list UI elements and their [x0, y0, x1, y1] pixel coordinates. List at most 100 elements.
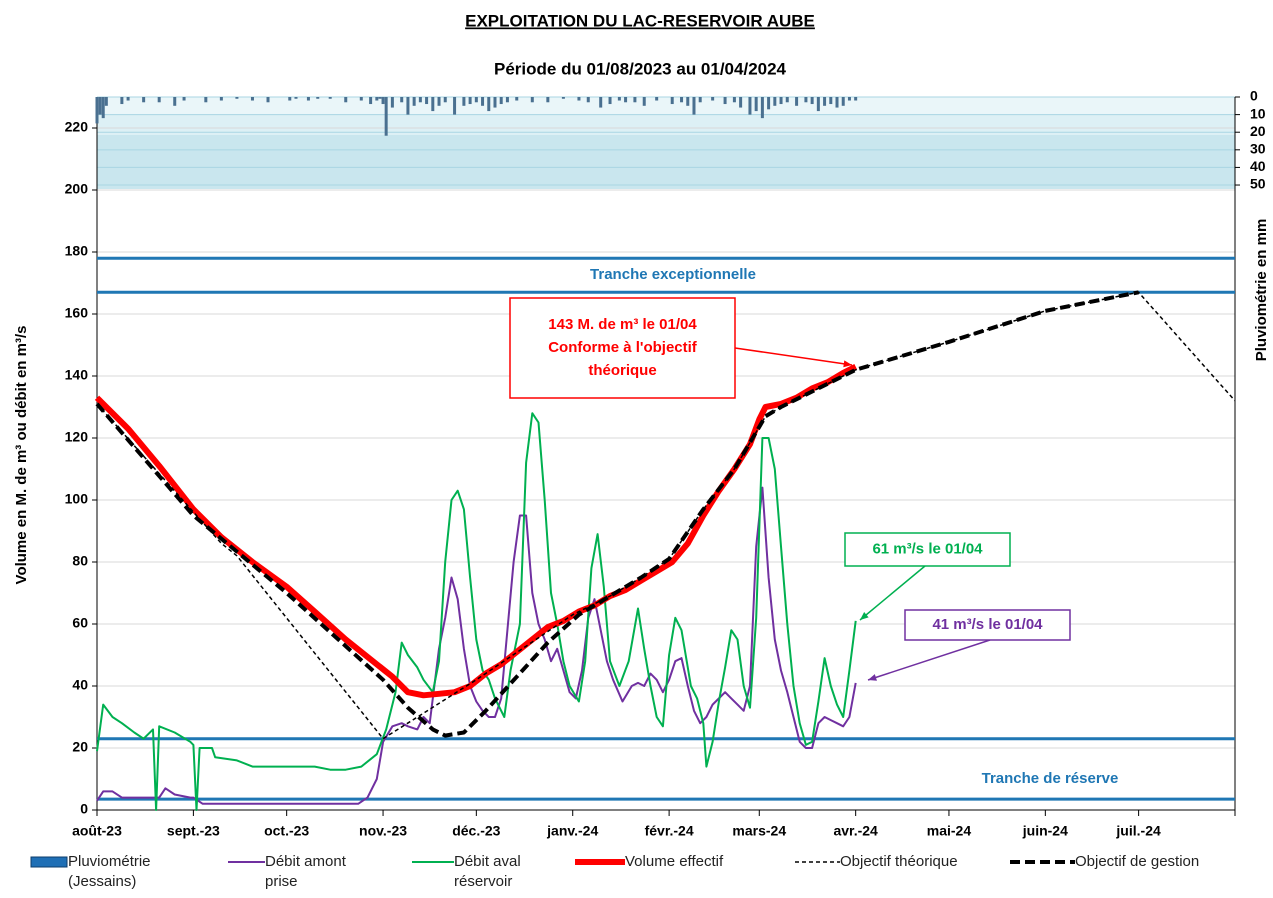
rain-bar	[739, 97, 743, 108]
legend-swatch	[30, 856, 68, 868]
x-tick-label: août-23	[72, 823, 122, 839]
rain-bar	[474, 97, 478, 103]
rain-bar	[142, 97, 146, 103]
rain-bar	[829, 97, 833, 105]
legend-label: Objectif de gestion	[1075, 853, 1200, 870]
rain-bar	[173, 97, 177, 106]
rain-bar	[182, 97, 186, 101]
rain-bar	[316, 97, 320, 99]
rain-bar	[686, 97, 690, 106]
rain-bar	[785, 97, 789, 103]
legend-item: Objectif de gestion	[1010, 852, 1245, 872]
legend-label: Volume effectif	[625, 853, 724, 870]
rain-bar	[546, 97, 550, 103]
rain-bar	[835, 97, 839, 108]
series-line	[94, 364, 858, 699]
annotation-text: théorique	[588, 362, 656, 379]
rain-bar	[126, 97, 130, 101]
rain-bar	[306, 97, 310, 101]
x-tick-label: févr.-24	[645, 823, 694, 839]
legend-item: Objectif théorique	[795, 852, 1000, 872]
chart: EXPLOITATION DU LAC-RESERVOIR AUBE Pério…	[13, 11, 1270, 839]
y2-tick-label: 0	[1250, 88, 1258, 104]
y-tick-label: 0	[80, 801, 88, 817]
y2-tick-label: 10	[1250, 105, 1266, 121]
y-tick-label: 20	[72, 739, 88, 755]
annotation-text: Conforme à l'objectif	[548, 339, 698, 356]
series-line	[96, 412, 857, 811]
rain-bar	[390, 97, 394, 108]
rain-bar	[841, 97, 845, 106]
legend-item: Débit amont prise	[228, 852, 375, 892]
annotation-arrowhead	[843, 360, 852, 368]
rain-bar	[98, 97, 102, 115]
rain-bar	[692, 97, 696, 115]
annotation-arrow	[734, 347, 853, 366]
rain-bar	[530, 97, 534, 103]
rain-bar	[586, 97, 590, 103]
rain-bar	[680, 97, 684, 103]
rain-bar	[95, 97, 99, 124]
rain-bar	[493, 97, 497, 108]
y-tick-label: 100	[65, 491, 89, 507]
x-tick-label: déc.-23	[452, 823, 500, 839]
rain-bar	[369, 97, 373, 105]
rain-bar	[381, 97, 385, 105]
rain-bar	[412, 97, 416, 106]
rain-bar	[344, 97, 348, 103]
band-label: Tranche exceptionnelle	[590, 266, 756, 283]
rain-bar	[754, 97, 758, 112]
x-tick-label: mai-24	[927, 823, 972, 839]
rain-bar	[773, 97, 777, 106]
series-line	[96, 486, 857, 805]
rain-bar	[468, 97, 472, 105]
x-tick-label: mars-24	[732, 823, 786, 839]
x-tick-label: juin-24	[1022, 823, 1068, 839]
y-tick-label: 120	[65, 429, 89, 445]
rain-bar	[499, 97, 503, 105]
rain-bar	[384, 97, 388, 136]
annotation-arrow	[859, 565, 926, 621]
rain-bar	[487, 97, 491, 112]
rain-bar	[120, 97, 124, 105]
rain-bar	[406, 97, 410, 115]
legend-item: Pluviométrie (Jessains)	[30, 852, 178, 892]
x-tick-label: janv.-24	[546, 823, 598, 839]
rain-bar	[698, 97, 702, 103]
rain-bar	[104, 97, 108, 106]
annotation-text: 143 M. de m³ le 01/04	[548, 316, 697, 333]
rain-bar	[655, 97, 659, 101]
rain-bar	[418, 97, 422, 103]
rain-bar	[157, 97, 161, 103]
y-tick-label: 200	[65, 181, 89, 197]
rain-bar	[561, 97, 565, 99]
rain-bar	[294, 97, 298, 99]
y-tick-label: 60	[72, 615, 88, 631]
y-axis-label: Volume en M. de m³ ou débit en m³/s	[13, 326, 30, 585]
y2-tick-label: 20	[1250, 123, 1266, 139]
rain-bar	[854, 97, 858, 101]
annotation-box	[904, 609, 1071, 641]
rain-bar	[288, 97, 292, 101]
rain-bar	[847, 97, 851, 101]
y-tick-label: 140	[65, 367, 89, 383]
y-tick-label: 40	[72, 677, 88, 693]
y-tick-label: 180	[65, 243, 89, 259]
annotation-arrowhead	[868, 674, 877, 681]
y2-tick-label: 50	[1250, 176, 1266, 192]
rain-bar	[748, 97, 752, 115]
annotation-text: 41 m³/s le 01/04	[932, 616, 1043, 633]
rain-bar	[453, 97, 457, 115]
x-tick-label: oct.-23	[264, 823, 309, 839]
annotation-text: 61 m³/s le 01/04	[872, 540, 983, 557]
rain-bar	[378, 97, 382, 99]
y-tick-label: 160	[65, 305, 89, 321]
rain-bar	[732, 97, 736, 103]
rain-bar	[608, 97, 612, 105]
rain-bar	[810, 97, 814, 105]
rain-bar	[266, 97, 270, 103]
rain-bar	[795, 97, 799, 106]
rain-bar	[617, 97, 621, 101]
rain-bar	[670, 97, 674, 105]
band-label: Tranche de réserve	[982, 770, 1119, 787]
